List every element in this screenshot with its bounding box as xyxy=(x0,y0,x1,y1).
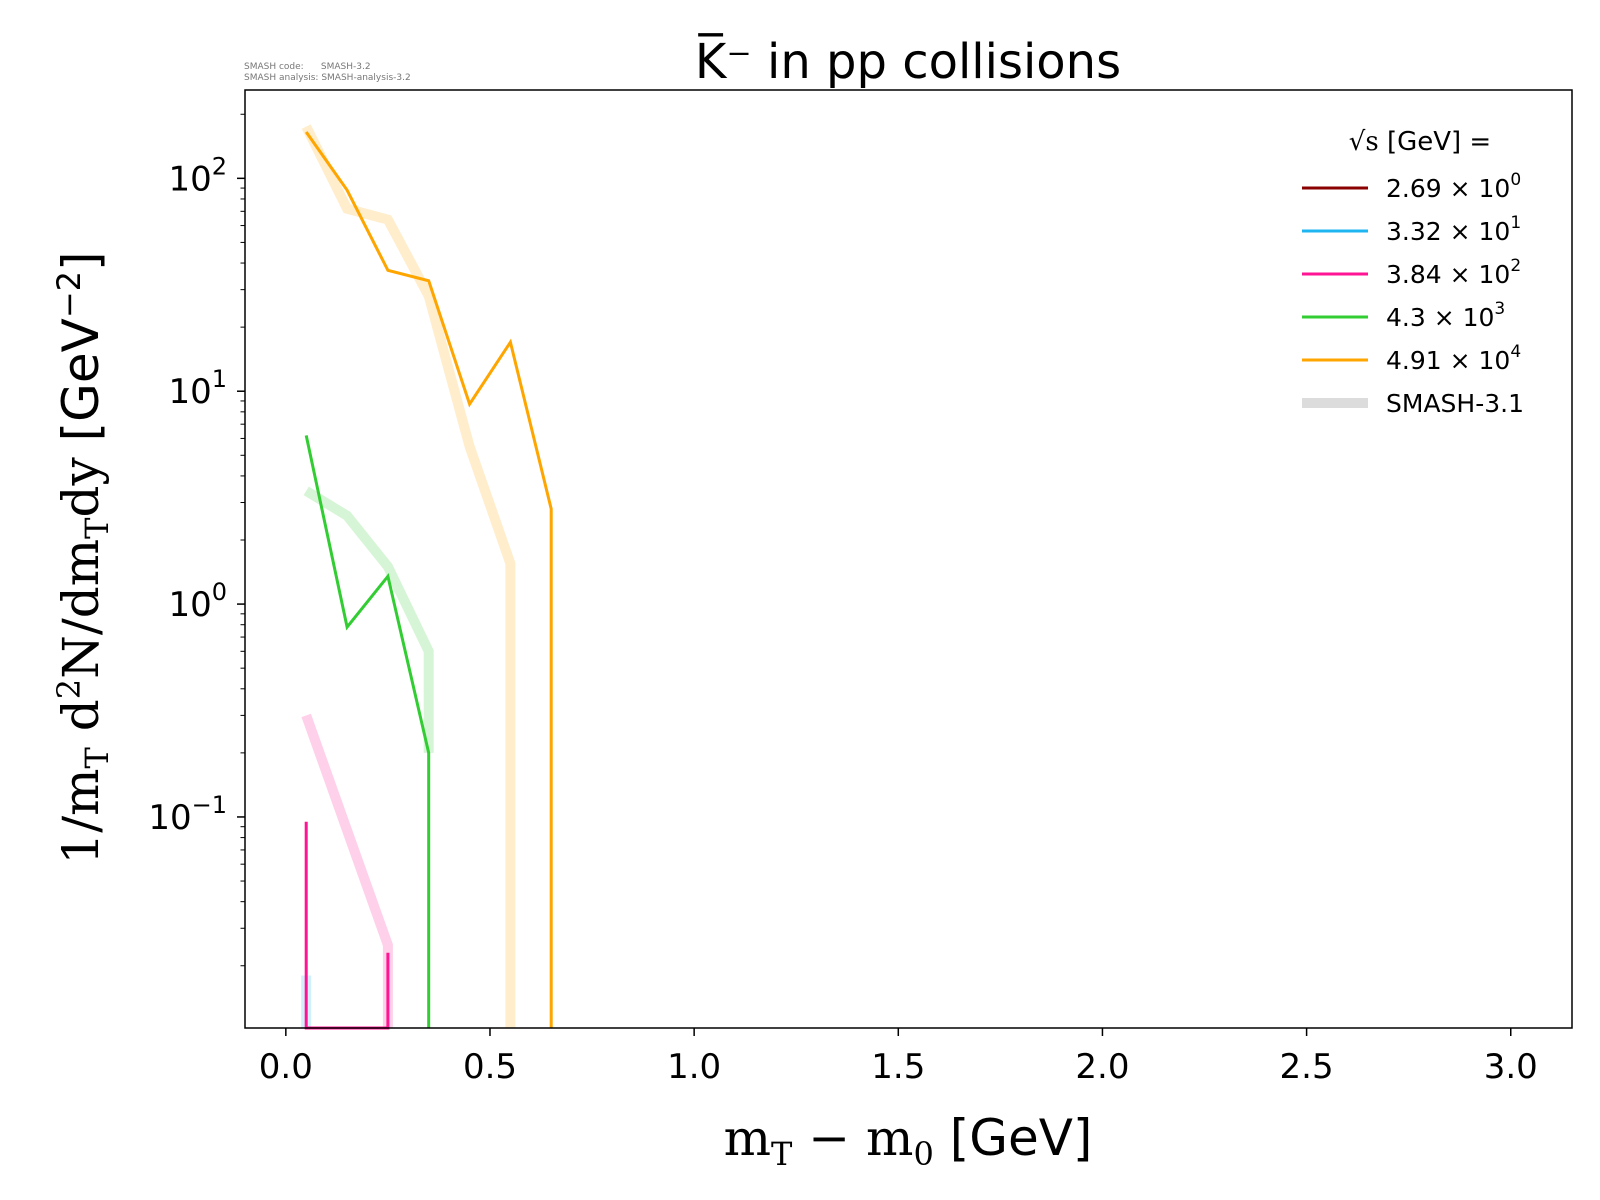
analysis-label: SMASH analysis: xyxy=(244,73,319,83)
legend-label-0: 2.69 × 100 xyxy=(1386,170,1521,203)
x-tick-label: 2.0 xyxy=(1075,1047,1129,1087)
y-axis-label: 1/mT d2N/dmTdy [GeV−2] xyxy=(50,251,116,864)
legend-label-1: 3.32 × 101 xyxy=(1386,213,1521,246)
legend: √s [GeV] = 2.69 × 100 3.32 × 101 3.84 × 10… xyxy=(1302,127,1524,418)
y-tick-label: 102 xyxy=(168,152,227,199)
x-tick-label: 1.0 xyxy=(667,1047,721,1087)
x-tick-label: 0.5 xyxy=(463,1047,517,1087)
reference-curve-3 xyxy=(301,124,516,1028)
smash-version-info: SMASH code: SMASH-3.2 xyxy=(244,51,371,73)
x-tick-label: 3.0 xyxy=(1484,1047,1538,1087)
legend-title: √s [GeV] = xyxy=(1349,127,1491,157)
x-axis-label: mT − m0 [GeV] xyxy=(724,1109,1093,1173)
chart-title: K̅⁻ in pp collisions xyxy=(695,32,1121,90)
legend-label-2: 3.84 × 102 xyxy=(1386,256,1521,289)
reference-curve-2 xyxy=(303,486,434,753)
legend-label-4: 4.91 × 104 xyxy=(1386,342,1521,375)
reference-curve-1 xyxy=(301,713,393,1028)
plot-frame xyxy=(244,89,1573,1029)
y-tick-label: 101 xyxy=(168,365,227,412)
smash-analysis-info: SMASH analysis: SMASH-analysis-3.2 xyxy=(244,62,411,84)
code-version: SMASH-3.2 xyxy=(320,62,371,72)
data-curve-2 xyxy=(304,131,553,1028)
analysis-version: SMASH-analysis-3.2 xyxy=(321,73,411,83)
code-label: SMASH code: xyxy=(244,62,304,72)
y-tick-label: 10−1 xyxy=(148,791,227,838)
x-tick-label: 1.5 xyxy=(871,1047,925,1087)
legend-label-5: SMASH-3.1 xyxy=(1386,389,1524,418)
y-axis-ticks: 10−1 100 101 102 xyxy=(148,113,245,967)
x-tick-label: 0.0 xyxy=(259,1047,313,1087)
y-tick-label: 100 xyxy=(168,578,227,625)
legend-label-3: 4.3 × 103 xyxy=(1386,299,1505,332)
x-tick-label: 2.5 xyxy=(1280,1047,1334,1087)
x-axis-ticks: 0.0 0.5 1.0 1.5 2.0 2.5 3.0 xyxy=(259,1028,1538,1087)
data-curve-1 xyxy=(304,435,431,1028)
